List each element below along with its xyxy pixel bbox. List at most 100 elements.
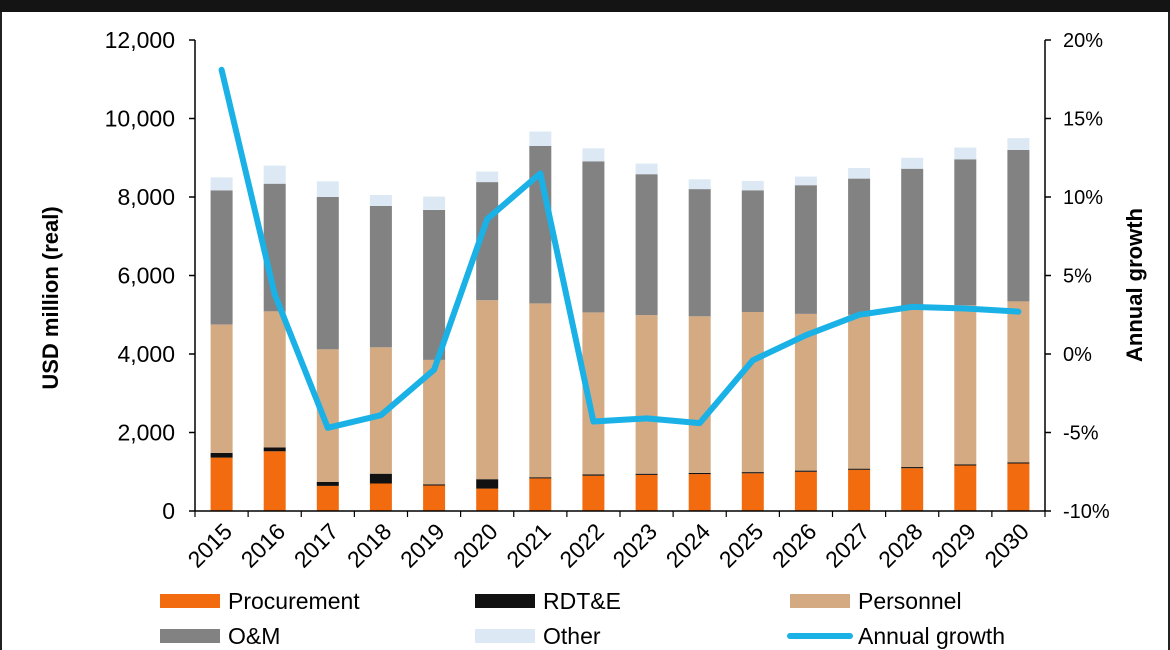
y2-tick-label: 15% [1063, 109, 1103, 131]
x-tick-label: 2025 [714, 518, 769, 573]
bar-other-2021 [529, 131, 552, 146]
bar-o-m-2021 [529, 146, 552, 304]
bar-personnel-2026 [794, 314, 817, 471]
annual-growth-line [218, 66, 1022, 431]
bar-rdt-e-2028 [901, 467, 924, 469]
bar-personnel-2025 [741, 312, 764, 473]
bar-personnel-2024 [688, 316, 711, 473]
bar-rdt-e-2018 [369, 473, 392, 484]
y2-tick-label: 10% [1063, 187, 1103, 209]
legend-label-procurement: Procurement [228, 588, 360, 614]
bar-o-m-2024 [688, 189, 711, 317]
bar-personnel-2022 [582, 312, 605, 475]
bar-personnel-2027 [848, 314, 871, 469]
bar-procurement-2027 [848, 469, 871, 511]
y-tick-label: 10,000 [105, 106, 175, 132]
annual-growth-point-2018 [378, 412, 384, 418]
y-tick-label: 12,000 [105, 27, 175, 53]
x-tick-label: 2027 [820, 518, 875, 573]
y2-tick-label: -10% [1063, 501, 1110, 523]
bar-procurement-2022 [582, 475, 605, 511]
bar-other-2022 [582, 148, 605, 162]
bar-personnel-2015 [210, 324, 233, 453]
annual-growth-point-2028 [909, 304, 915, 310]
bar-other-2023 [635, 163, 658, 175]
bar-o-m-2015 [210, 190, 233, 325]
bar-personnel-2021 [529, 303, 552, 478]
x-tick-label: 2024 [661, 518, 716, 573]
bar-o-m-2027 [848, 178, 871, 315]
x-tick-label: 2021 [501, 518, 556, 573]
bar-procurement-2016 [263, 451, 286, 511]
y-axis-title: USD million (real) [38, 206, 63, 389]
x-tick-label: 2029 [926, 518, 981, 573]
y2-tick-label: 5% [1063, 266, 1092, 288]
annual-growth-point-2021 [537, 170, 543, 176]
annual-growth-point-2026 [803, 332, 809, 338]
bar-o-m-2030 [1007, 149, 1030, 302]
x-tick-label: 2017 [289, 518, 344, 573]
bar-other-2020 [476, 171, 499, 183]
bar-procurement-2017 [316, 485, 339, 511]
x-tick-label: 2030 [979, 518, 1034, 573]
bar-personnel-2029 [954, 305, 977, 465]
bar-other-2024 [688, 179, 711, 190]
bar-o-m-2026 [794, 185, 817, 314]
frame-border-right [1168, 12, 1170, 650]
bar-procurement-2023 [635, 474, 658, 511]
legend-swatch-rdt-e [475, 594, 535, 608]
y2-axis-title: Annual growth [1122, 208, 1147, 362]
bar-procurement-2028 [901, 468, 924, 511]
bar-procurement-2029 [954, 465, 977, 511]
bar-procurement-2025 [741, 473, 764, 511]
legend-swatch-other [475, 629, 535, 643]
bar-procurement-2018 [369, 483, 392, 511]
y-tick-label: 6,000 [117, 263, 175, 289]
bar-other-2019 [423, 196, 446, 210]
annual-growth-point-2017 [325, 425, 331, 431]
bar-o-m-2022 [582, 161, 605, 313]
header-bar [0, 0, 1170, 12]
bar-o-m-2025 [741, 190, 764, 312]
legend-label-o-m: O&M [228, 623, 280, 649]
bar-personnel-2017 [316, 349, 339, 482]
bar-procurement-2024 [688, 474, 711, 511]
bar-o-m-2019 [423, 210, 446, 360]
bar-other-2016 [263, 165, 286, 184]
bar-rdt-e-2023 [635, 473, 658, 475]
bar-procurement-2019 [423, 485, 446, 511]
x-tick-label: 2028 [873, 518, 928, 573]
annual-growth-point-2029 [962, 306, 968, 311]
bar-procurement-2021 [529, 478, 552, 511]
y-tick-label: 2,000 [117, 420, 175, 446]
bar-personnel-2018 [369, 347, 392, 474]
x-tick-label: 2023 [608, 518, 663, 573]
bar-rdt-e-2029 [954, 464, 977, 466]
bar-procurement-2020 [476, 488, 499, 511]
x-tick-label: 2015 [183, 518, 238, 573]
legend-swatch-o-m [160, 629, 220, 643]
x-tick-label: 2019 [395, 518, 450, 573]
bar-personnel-2020 [476, 300, 499, 480]
legend-swatch-procurement [160, 594, 220, 608]
annual-growth-point-2020 [484, 216, 490, 222]
bar-rdt-e-2030 [1007, 462, 1030, 464]
bar-personnel-2016 [263, 311, 286, 448]
bar-other-2030 [1007, 138, 1030, 150]
legend-label-rdt-e: RDT&E [543, 588, 621, 614]
x-tick-label: 2026 [767, 518, 822, 573]
y2-tick-label: 0% [1063, 344, 1092, 366]
bar-o-m-2018 [369, 206, 392, 348]
annual-growth-point-2016 [272, 291, 278, 297]
y2-tick-label: -5% [1063, 423, 1099, 445]
bar-o-m-2029 [954, 159, 977, 306]
x-tick-label: 2018 [342, 518, 397, 573]
bar-personnel-2028 [901, 309, 924, 468]
bar-personnel-2019 [423, 359, 446, 485]
bar-other-2017 [316, 181, 339, 197]
bar-other-2018 [369, 195, 392, 206]
bar-rdt-e-2019 [423, 484, 446, 486]
legend-swatch-personnel [790, 594, 850, 608]
bar-rdt-e-2027 [848, 468, 871, 470]
